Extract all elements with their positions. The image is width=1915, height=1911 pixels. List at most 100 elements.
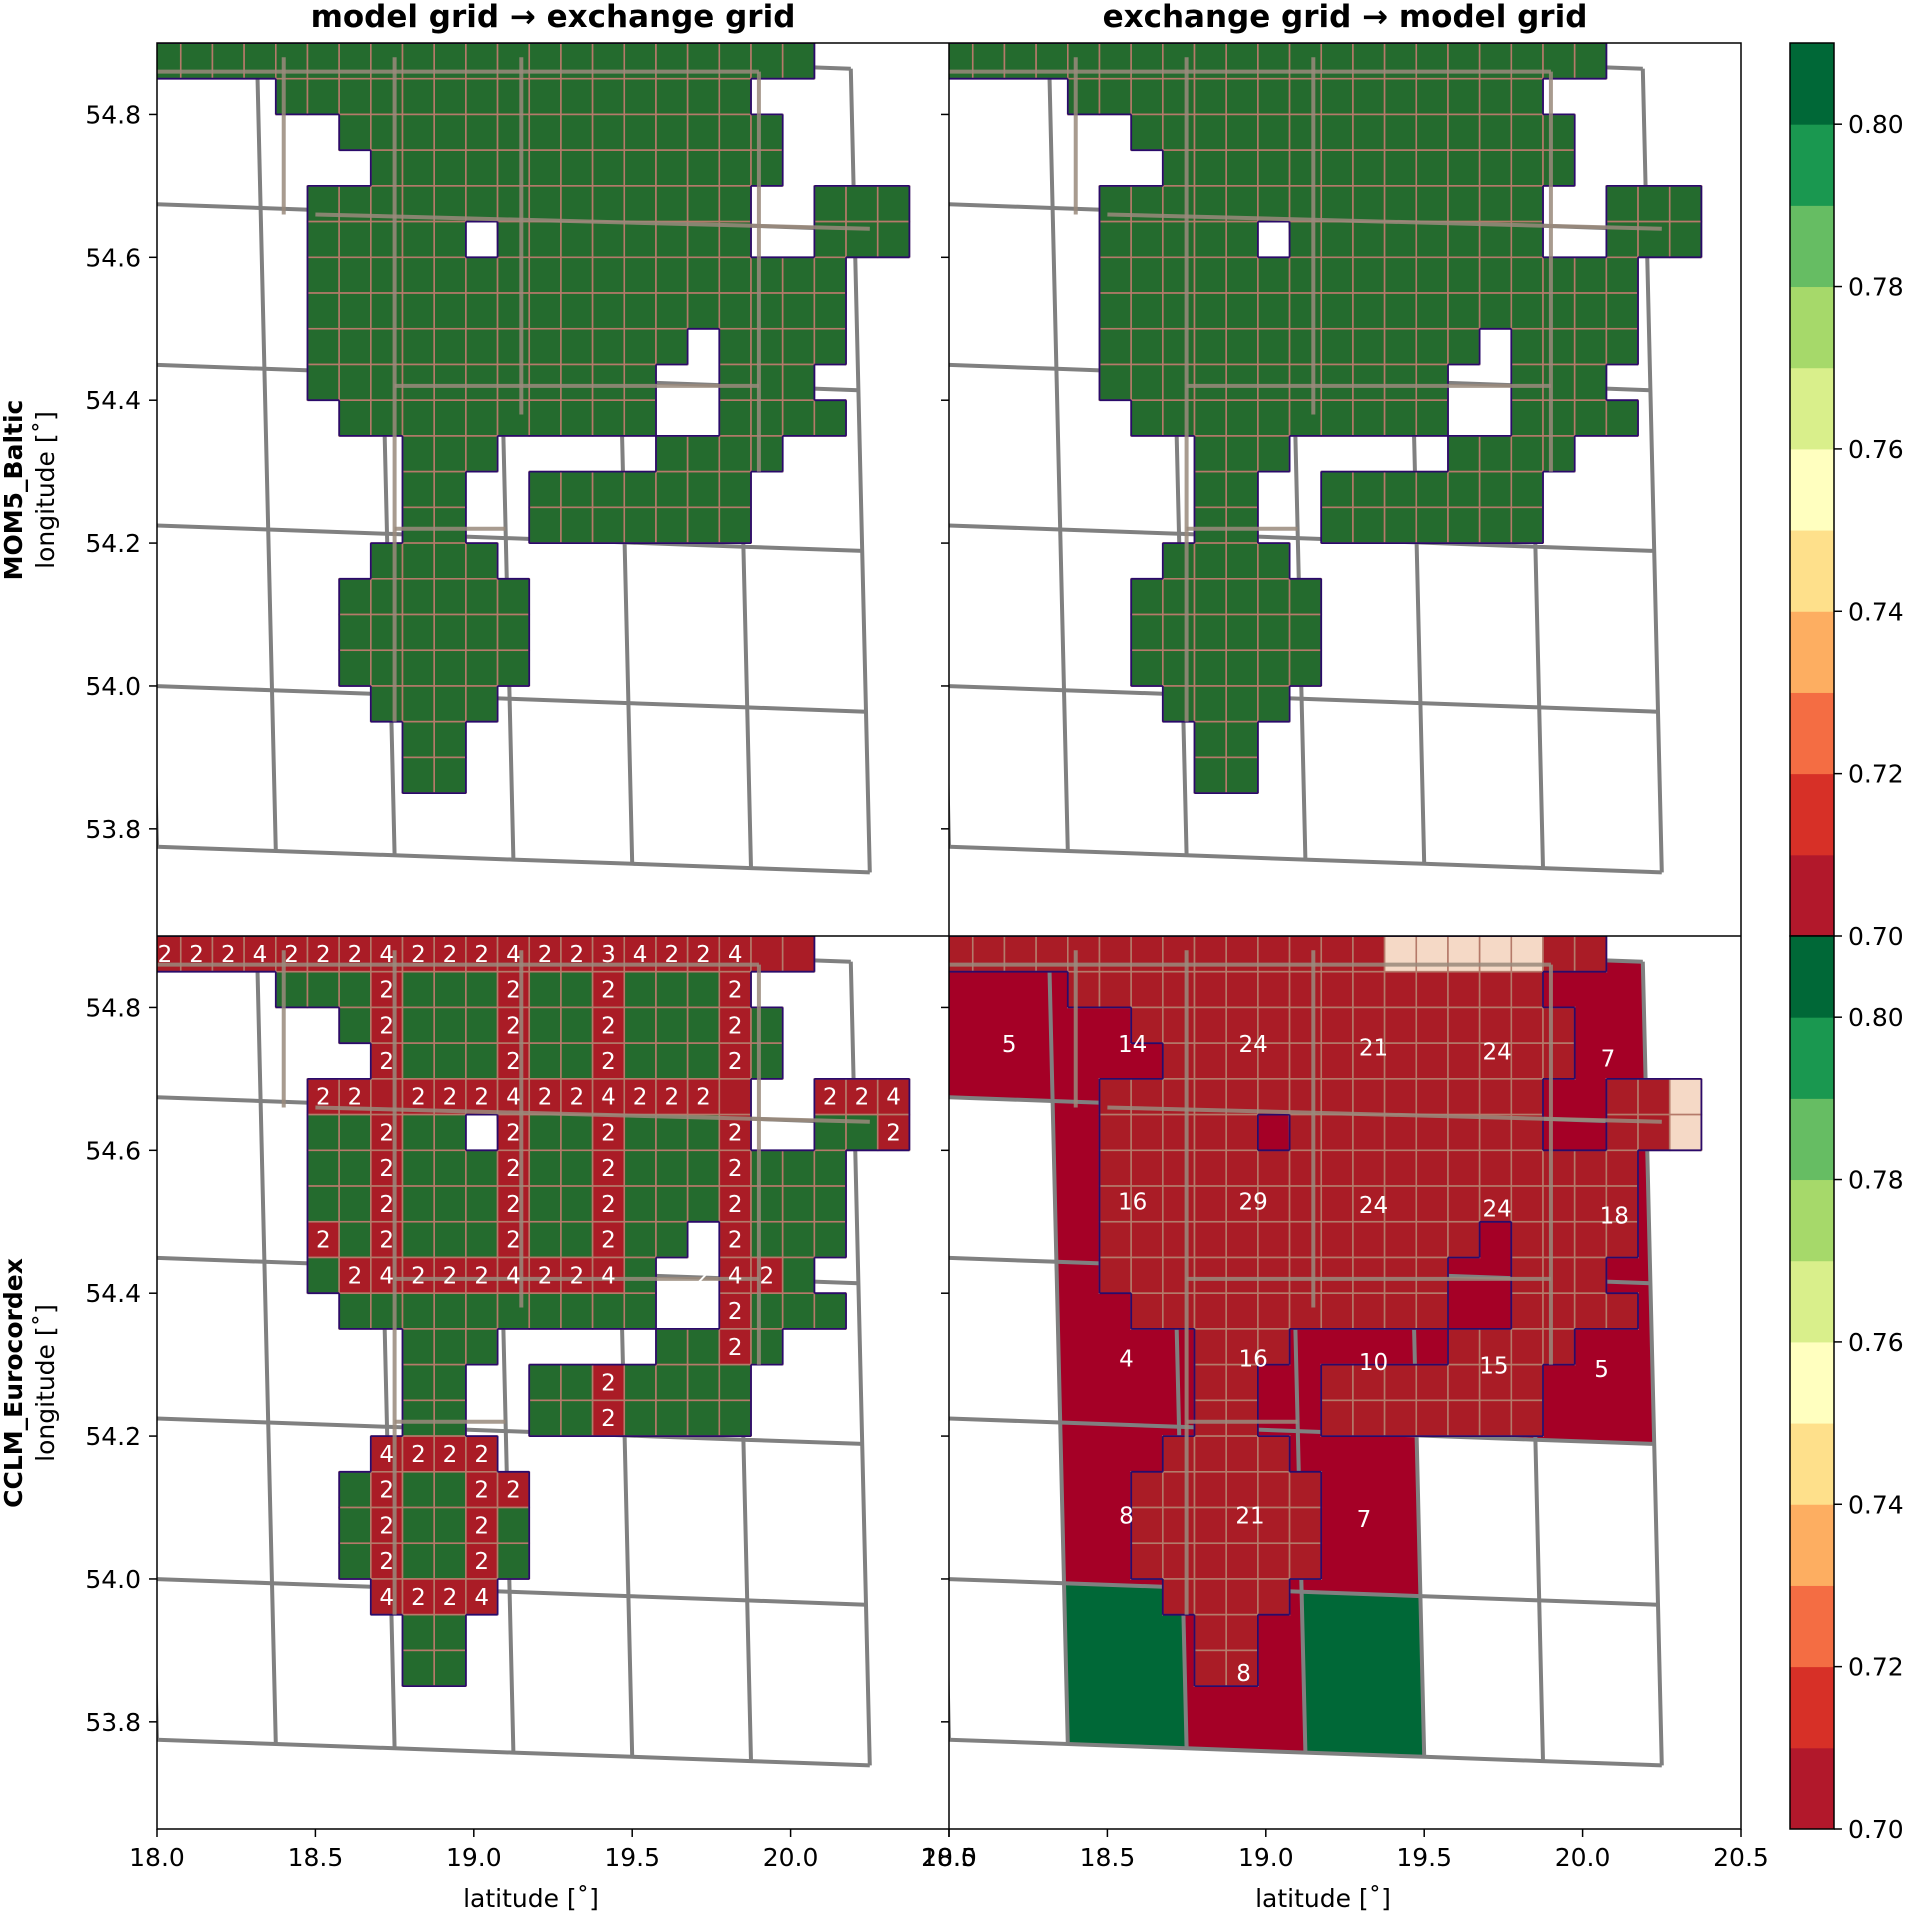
overlap-count-label: 2 (696, 942, 711, 968)
exchange-cell (401, 1649, 435, 1687)
exchange-cell (1130, 649, 1164, 687)
exchange-cell (465, 363, 499, 402)
exchange-cell (1130, 1220, 1164, 1259)
exchange-cell (1415, 1399, 1449, 1437)
exchange-cell (1415, 77, 1449, 116)
overlap-count-label: 2 (411, 1085, 426, 1111)
exchange-cell (1415, 1256, 1449, 1294)
exchange-cell (1510, 1363, 1544, 1402)
overlap-count-label: 2 (348, 1263, 363, 1289)
exchange-cell (401, 292, 435, 330)
exchange-cell (433, 1185, 467, 1223)
exchange-cell (1162, 1220, 1196, 1259)
exchange-cell (338, 1220, 372, 1259)
exchange-cell (591, 1006, 626, 1044)
exchange-cell (1098, 363, 1132, 402)
exchange-cell (465, 113, 499, 151)
exchange-cell (1193, 1185, 1228, 1223)
exchange-cell (465, 185, 499, 223)
exchange-cell (433, 506, 467, 544)
exchange-cell (655, 149, 689, 187)
exchange-cell (496, 292, 531, 330)
exchange-cell (465, 399, 499, 437)
exchange-cell (528, 149, 562, 187)
exchange-cell (1383, 77, 1418, 116)
overlap-count-label: 4 (506, 1085, 521, 1111)
exchange-cell (1320, 363, 1354, 402)
exchange-cell (1447, 970, 1481, 1009)
exchange-cell (1193, 506, 1228, 544)
exchange-cell (686, 185, 721, 223)
exchange-cell (401, 1006, 435, 1044)
coarse-grid-line (157, 1655, 159, 1740)
exchange-cell (718, 256, 752, 294)
overlap-count-label: 4 (253, 942, 268, 968)
exchange-cell (623, 77, 657, 116)
exchange-cell (1162, 77, 1196, 116)
exchange-cell (1415, 1113, 1449, 1152)
exchange-cell (686, 1006, 721, 1044)
exchange-cell (433, 1649, 467, 1687)
y-tick-label: 54.0 (85, 672, 141, 701)
exchange-cell (338, 1542, 372, 1580)
exchange-cell (1162, 1471, 1196, 1509)
exchange-cell (1193, 1649, 1228, 1687)
exchange-cell (1320, 1006, 1354, 1044)
exchange-cell (528, 399, 562, 437)
exchange-cell (1478, 435, 1513, 473)
exchange-cell (1288, 149, 1323, 187)
exchange-cell (1478, 292, 1513, 330)
exchange-cell (528, 970, 562, 1009)
exchange-cell (655, 77, 689, 116)
overlap-count-label: 2 (348, 1085, 363, 1111)
exchange-cell (1193, 720, 1228, 759)
exchange-cell (1415, 220, 1449, 259)
exchange-cell (465, 1328, 499, 1366)
exchange-cell (465, 542, 499, 580)
exchange-cell (1383, 1256, 1418, 1294)
exchange-cell (401, 1042, 435, 1080)
exchange-cell (433, 1471, 467, 1509)
exchange-cell (1320, 1220, 1354, 1259)
exchange-cell (1415, 1220, 1449, 1259)
exchange-cell (401, 1399, 435, 1437)
exchange-cell (1130, 399, 1164, 437)
exchange-cell (338, 1185, 372, 1223)
exchange-cell (1257, 1471, 1291, 1509)
exchange-cell (1668, 1113, 1703, 1152)
exchange-cell (433, 399, 467, 437)
exchange-cell (591, 185, 626, 223)
exchange-cell (1162, 113, 1196, 151)
exchange-cell (1225, 1613, 1259, 1652)
exchange-cell (1225, 185, 1259, 223)
exchange-cell (1320, 1256, 1354, 1294)
overlap-count-label: 4 (506, 1263, 521, 1289)
exchange-cell (465, 1149, 499, 1187)
coarse-grid-line (254, 940, 278, 1745)
exchange-cell (1383, 506, 1418, 544)
exchange-cell (1288, 1220, 1323, 1259)
exchange-cell (718, 435, 752, 473)
exchange-cell (1225, 292, 1259, 330)
exchange-cell (1193, 1220, 1228, 1259)
overlap-count-label: 2 (728, 1049, 743, 1075)
exchange-cell (1605, 292, 1639, 330)
exchange-cell (623, 1185, 657, 1223)
exchange-cell (1383, 149, 1418, 187)
exchange-cell (655, 113, 689, 151)
overlap-count-label: 2 (601, 1228, 616, 1254)
exchange-cell (1130, 1113, 1164, 1152)
exchange-cell (1573, 1220, 1608, 1259)
exchange-cell (718, 399, 752, 437)
exchange-cell (1542, 1006, 1576, 1044)
exchange-cell (1383, 1113, 1418, 1152)
exchange-cell (1193, 77, 1228, 116)
overlap-count-label: 2 (316, 1228, 331, 1254)
exchange-cell (1447, 1185, 1481, 1223)
exchange-cell (1193, 1578, 1228, 1616)
exchange-cell (1542, 363, 1576, 402)
exchange-cell (1257, 1578, 1291, 1616)
exchange-cell (623, 1078, 657, 1116)
exchange-cell (370, 613, 404, 652)
exchange-cell (401, 363, 435, 402)
